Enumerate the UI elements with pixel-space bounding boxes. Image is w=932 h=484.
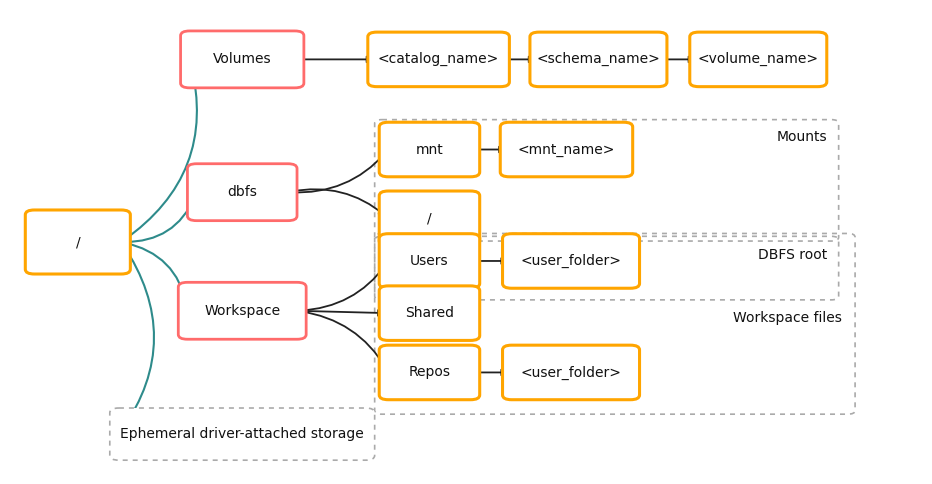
Text: /: / [427,212,432,225]
Text: dbfs: dbfs [227,185,257,199]
Text: Shared: Shared [405,306,454,320]
Text: Workspace files: Workspace files [733,311,843,325]
Text: <catalog_name>: <catalog_name> [378,52,500,66]
Text: Volumes: Volumes [212,52,271,66]
Text: Ephemeral driver-attached storage: Ephemeral driver-attached storage [120,427,364,441]
FancyBboxPatch shape [379,345,480,400]
Text: Repos: Repos [408,365,450,379]
FancyBboxPatch shape [379,191,480,245]
FancyBboxPatch shape [502,345,639,400]
FancyBboxPatch shape [379,234,480,288]
FancyBboxPatch shape [379,122,480,177]
Text: Mounts: Mounts [776,130,827,144]
Text: <schema_name>: <schema_name> [537,52,660,66]
FancyBboxPatch shape [379,286,480,340]
Text: Users: Users [410,254,449,268]
FancyBboxPatch shape [178,282,306,339]
FancyBboxPatch shape [530,32,667,87]
FancyBboxPatch shape [690,32,827,87]
Text: Workspace: Workspace [204,304,281,318]
Text: <user_folder>: <user_folder> [521,365,622,379]
Text: <user_folder>: <user_folder> [521,254,622,268]
FancyBboxPatch shape [181,31,304,88]
FancyBboxPatch shape [502,234,639,288]
Text: <volume_name>: <volume_name> [698,52,819,66]
Text: DBFS root: DBFS root [758,248,827,262]
Text: mnt: mnt [416,142,444,156]
Text: /: / [75,235,80,249]
FancyBboxPatch shape [187,164,297,221]
FancyBboxPatch shape [368,32,510,87]
FancyBboxPatch shape [500,122,633,177]
FancyBboxPatch shape [25,210,130,274]
FancyBboxPatch shape [110,408,375,460]
Text: <mnt_name>: <mnt_name> [518,142,615,156]
